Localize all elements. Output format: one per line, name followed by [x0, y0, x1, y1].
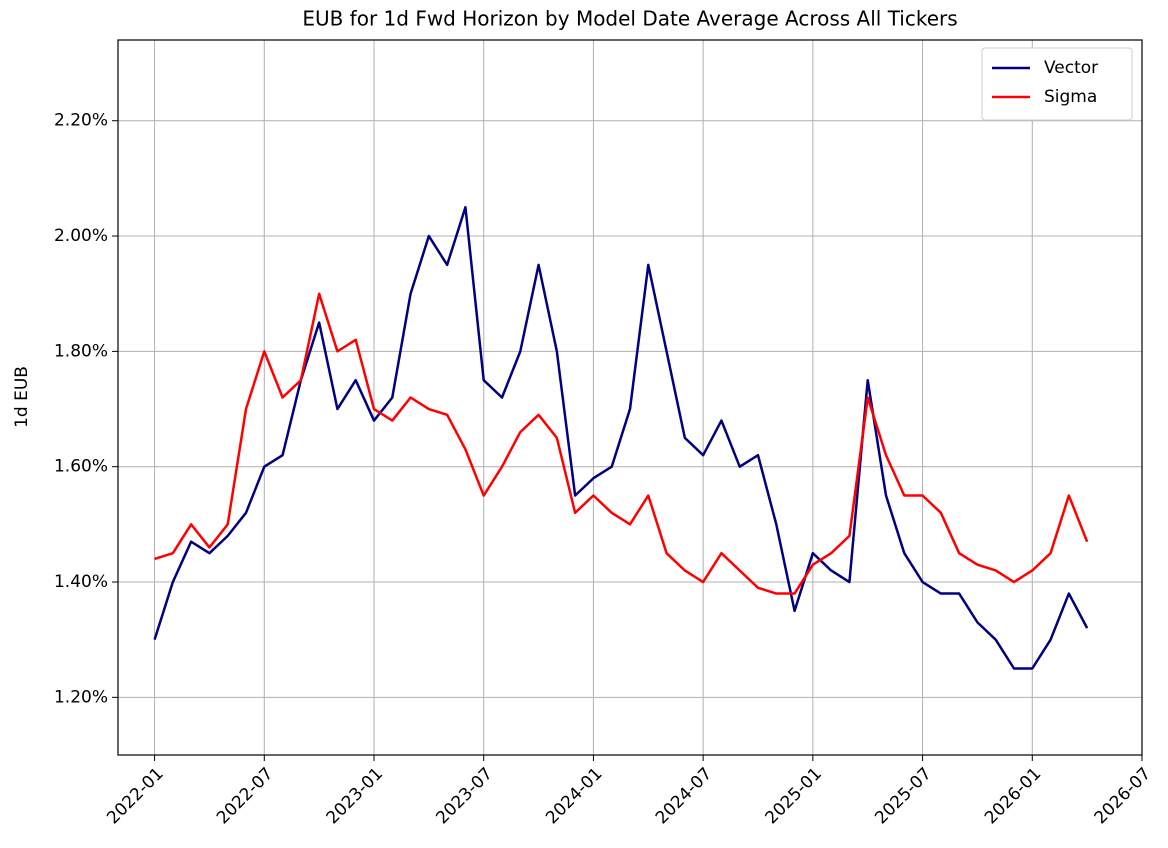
x-tick-label: 2026-01: [981, 764, 1045, 828]
y-tick-label: 2.20%: [54, 111, 108, 131]
y-tick-label: 1.60%: [54, 457, 108, 477]
x-tick-label: 2023-01: [323, 764, 387, 828]
y-tick-label: 2.00%: [54, 226, 108, 246]
y-tick-label: 1.40%: [54, 572, 108, 592]
series-line: [153, 205, 1089, 670]
y-tick-label: 1.20%: [54, 687, 108, 707]
y-tick-label: 1.80%: [54, 341, 108, 361]
x-tick-label: 2022-07: [213, 764, 277, 828]
legend-label: Vector: [1044, 58, 1098, 78]
x-tick-label: 2025-01: [762, 764, 826, 828]
x-tick-label: 2024-01: [542, 764, 606, 828]
x-tick-label: 2022-01: [103, 764, 167, 828]
chart-title: EUB for 1d Fwd Horizon by Model Date Ave…: [302, 7, 957, 31]
x-tick-label: 2024-07: [652, 764, 716, 828]
y-axis-label: 1d EUB: [12, 366, 32, 428]
legend-box: [981, 47, 1133, 121]
series-line: [154, 292, 1089, 595]
x-tick-label: 2025-07: [871, 764, 935, 828]
plot-frame: [117, 39, 1143, 756]
legend-label: Sigma: [1044, 87, 1097, 107]
x-tick-label: 2026-07: [1091, 764, 1155, 828]
x-tick-label: 2023-07: [432, 764, 496, 828]
